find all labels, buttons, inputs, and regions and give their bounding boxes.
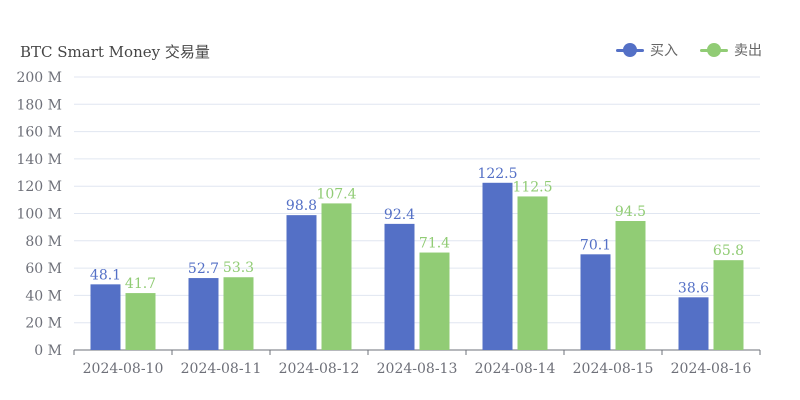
bar-sell — [321, 203, 352, 350]
y-tick-label: 100 M — [16, 207, 62, 223]
data-label-buy: 48.1 — [90, 267, 121, 283]
y-tick-label: 20 M — [25, 316, 62, 332]
x-tick-label: 2024-08-16 — [671, 361, 752, 377]
y-tick-label: 60 M — [25, 261, 62, 277]
data-label-buy: 70.1 — [580, 237, 611, 253]
legend-dot-buy — [623, 43, 637, 57]
bar-sell — [419, 252, 450, 350]
legend-label-sell: 卖出 — [734, 43, 762, 59]
y-tick-label: 160 M — [16, 125, 62, 141]
data-label-sell: 94.5 — [615, 204, 646, 220]
y-tick-label: 0 M — [34, 343, 62, 359]
bar-sell — [223, 277, 254, 350]
bar-sell — [125, 293, 156, 350]
legend-marker-buy — [616, 43, 644, 57]
y-tick-label: 180 M — [16, 97, 62, 113]
x-tick-label: 2024-08-15 — [573, 361, 654, 377]
bar-buy — [90, 284, 121, 350]
bar-sell — [615, 221, 646, 350]
y-tick-label: 200 M — [16, 70, 62, 86]
bar-buy — [384, 223, 415, 350]
legend-label-buy: 买入 — [650, 43, 678, 59]
data-label-sell: 53.3 — [223, 260, 254, 276]
x-tick-label: 2024-08-14 — [475, 361, 556, 377]
data-label-sell: 65.8 — [713, 243, 744, 259]
bar-sell — [517, 196, 548, 350]
data-label-sell: 71.4 — [419, 236, 450, 252]
x-tick-label: 2024-08-11 — [181, 361, 262, 377]
data-label-buy: 98.8 — [286, 198, 317, 214]
x-tick-label: 2024-08-12 — [279, 361, 360, 377]
chart-title: BTC Smart Money 交易量 — [20, 43, 210, 61]
x-tick-label: 2024-08-10 — [83, 361, 164, 377]
bar-buy — [580, 254, 611, 350]
legend-item-buy[interactable]: 买入 — [616, 40, 678, 60]
bar-sell — [713, 260, 744, 350]
y-tick-label: 80 M — [25, 234, 62, 250]
bar-buy — [188, 278, 219, 350]
bar-buy — [286, 215, 317, 350]
data-label-buy: 52.7 — [188, 261, 219, 277]
y-tick-label: 140 M — [16, 152, 62, 168]
data-label-buy: 92.4 — [384, 207, 415, 223]
data-label-sell: 41.7 — [125, 276, 156, 292]
chart-legend: 买入 卖出 — [616, 40, 762, 60]
y-tick-label: 120 M — [16, 179, 62, 195]
data-label-sell: 107.4 — [316, 186, 356, 202]
legend-marker-sell — [700, 43, 728, 57]
data-label-buy: 122.5 — [477, 166, 517, 182]
legend-dot-sell — [707, 43, 721, 57]
x-tick-label: 2024-08-13 — [377, 361, 458, 377]
data-label-sell: 112.5 — [512, 179, 552, 195]
data-label-buy: 38.6 — [678, 280, 709, 296]
y-tick-label: 40 M — [25, 288, 62, 304]
legend-item-sell[interactable]: 卖出 — [700, 40, 762, 60]
bar-buy — [678, 297, 709, 350]
bar-buy — [482, 182, 513, 350]
